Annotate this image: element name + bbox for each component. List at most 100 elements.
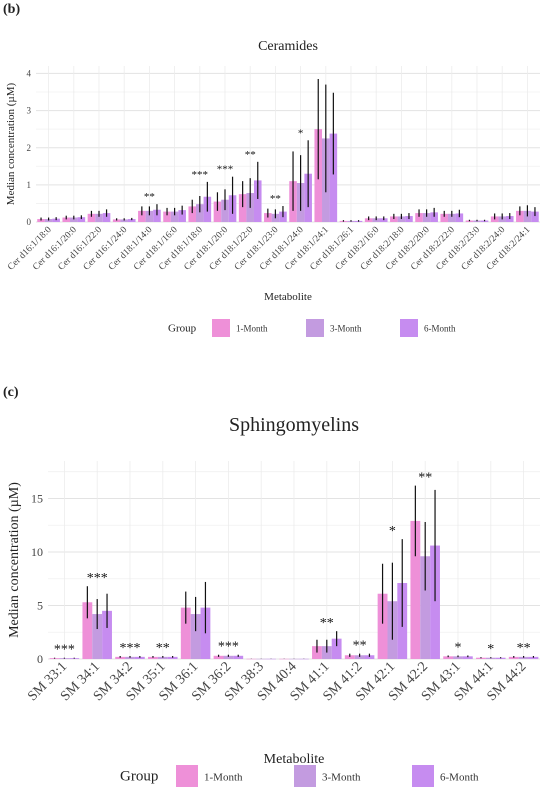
legend-swatch-3 — [400, 319, 418, 337]
bar — [157, 656, 168, 659]
legend-item-label: 1-Month — [236, 324, 268, 334]
y-axis-label: Median concentration (µM) — [5, 82, 17, 205]
panel-label-b: (b) — [3, 2, 21, 17]
significance-label: ** — [517, 641, 531, 656]
bar — [125, 656, 135, 659]
bar — [410, 520, 421, 659]
significance-label: ** — [353, 639, 367, 654]
bar — [196, 204, 204, 222]
bar — [233, 655, 244, 659]
bar — [70, 217, 78, 222]
x-axis-label: Metabolite — [264, 291, 312, 303]
panel-label-c: (c) — [3, 385, 19, 400]
legend-item-label: 3-Month — [330, 324, 362, 334]
bar — [430, 212, 438, 222]
bar — [167, 656, 178, 659]
y-axis-label: Median concentration (µM) — [7, 482, 22, 638]
significance-label: *** — [217, 164, 234, 176]
bar — [453, 656, 463, 659]
bar — [476, 657, 486, 659]
y-tick-label: 10 — [31, 545, 43, 559]
significance-label: *** — [54, 643, 75, 658]
bar — [495, 657, 506, 659]
legend-title: Group — [168, 323, 197, 335]
legend-swatch-2 — [294, 765, 316, 787]
bar — [364, 655, 375, 659]
bar — [120, 219, 128, 222]
bar — [163, 211, 171, 222]
significance-label: ** — [156, 641, 170, 656]
chart-title: Ceramides — [258, 39, 318, 54]
y-tick-label: 1 — [27, 180, 32, 190]
bar — [153, 209, 161, 222]
bar — [213, 201, 222, 222]
bar — [138, 210, 146, 222]
significance-label: ** — [418, 471, 432, 486]
bar — [95, 213, 103, 222]
significance-label: * — [455, 640, 462, 655]
significance-label: * — [389, 524, 396, 539]
legend-swatch-2 — [306, 319, 324, 337]
significance-label: *** — [218, 640, 239, 655]
bar — [377, 593, 388, 659]
bar — [531, 211, 539, 222]
bar — [188, 206, 197, 222]
x-tick-label: Cer d16:1/18:0 — [6, 225, 54, 273]
bar — [213, 655, 224, 659]
bar — [420, 556, 431, 659]
y-tick-label: 15 — [31, 492, 43, 506]
bar — [508, 656, 519, 659]
bar — [440, 213, 449, 222]
bar — [52, 218, 60, 222]
bar — [238, 194, 247, 222]
bar — [516, 210, 524, 222]
bar — [331, 638, 342, 659]
bar — [87, 213, 96, 222]
legend-item-label: 1-Month — [204, 771, 243, 783]
bar — [422, 213, 431, 222]
legend-swatch-3 — [412, 765, 434, 787]
bar — [443, 656, 454, 659]
bar — [190, 614, 201, 659]
bar — [223, 655, 234, 659]
y-tick-label: 0 — [37, 652, 43, 666]
y-tick-label: 3 — [27, 106, 32, 116]
legend-item-label: 6-Month — [440, 771, 479, 783]
bar — [102, 213, 111, 222]
y-tick-label: 5 — [37, 599, 43, 613]
significance-label: ** — [270, 193, 281, 205]
bar — [289, 658, 299, 660]
bar — [518, 656, 529, 659]
bar — [397, 216, 406, 222]
bar — [145, 210, 154, 222]
y-tick-label: 4 — [27, 69, 32, 79]
significance-label: *** — [87, 571, 108, 586]
bar — [462, 656, 473, 659]
bar — [102, 610, 112, 659]
significance-label: ** — [144, 191, 155, 203]
bar — [82, 602, 93, 659]
bar — [266, 658, 276, 660]
bar — [256, 658, 267, 660]
legend-item-label: 6-Month — [424, 324, 456, 334]
bar — [415, 213, 423, 222]
legend-swatch-1 — [212, 319, 230, 337]
bar — [390, 216, 398, 222]
bar — [246, 658, 257, 660]
bar — [170, 211, 179, 222]
x-axis-label: Metabolite — [264, 752, 325, 767]
bar — [329, 133, 338, 222]
bar — [134, 656, 145, 659]
significance-label: *** — [192, 169, 209, 181]
bar — [344, 655, 355, 659]
significance-label: * — [487, 642, 494, 657]
bar — [221, 199, 229, 222]
bar — [455, 213, 464, 222]
legend-title: Group — [120, 768, 158, 784]
bar — [180, 607, 191, 659]
bar — [62, 217, 71, 222]
significance-label: *** — [120, 641, 141, 656]
chart-title: Sphingomyelins — [229, 414, 359, 436]
bar — [485, 657, 496, 659]
